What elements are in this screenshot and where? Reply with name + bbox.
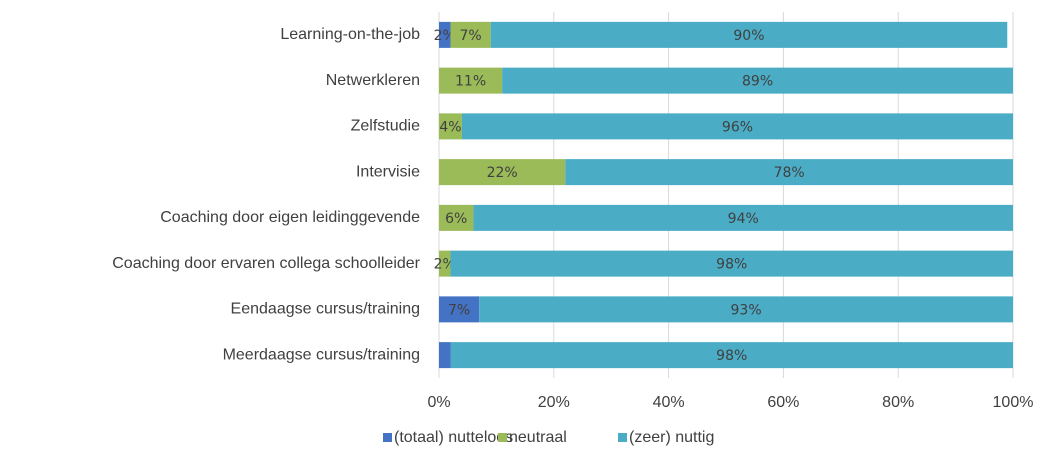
bar-segment bbox=[479, 296, 1013, 323]
x-tick-label: 40% bbox=[653, 394, 685, 411]
data-label: 2% bbox=[434, 28, 456, 44]
y-tick-label: Intervisie bbox=[356, 163, 420, 180]
data-label: 94% bbox=[728, 211, 759, 227]
bar-segment bbox=[502, 67, 1013, 94]
bar-segment bbox=[439, 113, 462, 140]
x-tick-label: 100% bbox=[993, 394, 1034, 411]
y-tick-label: Eendaagse cursus/training bbox=[231, 301, 420, 318]
bar-segment bbox=[473, 204, 1013, 231]
legend-swatch bbox=[618, 433, 627, 442]
legend-label: (zeer) nuttig bbox=[629, 429, 714, 446]
legend-label: (totaal) nutteloos bbox=[394, 429, 513, 446]
y-tick-label: Coaching door eigen leidinggevende bbox=[160, 209, 420, 226]
data-label: 4% bbox=[439, 119, 461, 135]
data-label: 22% bbox=[487, 165, 518, 181]
data-label: 93% bbox=[731, 302, 762, 318]
data-label: 6% bbox=[445, 211, 467, 227]
bar-segment bbox=[439, 250, 451, 277]
y-tick-label: Meerdaagse cursus/training bbox=[223, 346, 420, 363]
data-label: 96% bbox=[722, 119, 753, 135]
legend-swatch bbox=[383, 433, 392, 442]
x-tick-label: 20% bbox=[538, 394, 570, 411]
bar-segment bbox=[439, 296, 480, 323]
bar-segment bbox=[565, 159, 1013, 186]
legend-label: neutraal bbox=[509, 429, 567, 446]
data-label: 11% bbox=[455, 74, 486, 90]
data-label: 7% bbox=[448, 302, 470, 318]
data-label: 78% bbox=[774, 165, 805, 181]
bar-segment bbox=[439, 67, 503, 94]
bar-segment bbox=[450, 21, 491, 48]
data-label: 7% bbox=[459, 28, 481, 44]
data-label: 89% bbox=[742, 74, 773, 90]
y-tick-label: Zelfstudie bbox=[351, 118, 420, 135]
x-tick-label: 0% bbox=[427, 394, 450, 411]
x-tick-label: 80% bbox=[882, 394, 914, 411]
bar-segment bbox=[461, 113, 1014, 140]
data-label: 98% bbox=[716, 348, 747, 364]
x-tick-label: 60% bbox=[767, 394, 799, 411]
bar-segment bbox=[439, 21, 451, 48]
y-tick-label: Learning-on-the-job bbox=[280, 26, 420, 43]
data-label: 2% bbox=[434, 257, 456, 273]
bar-segment bbox=[439, 342, 451, 369]
y-tick-label: Netwerkleren bbox=[326, 72, 420, 89]
data-label: 98% bbox=[716, 257, 747, 273]
bar-segment bbox=[450, 342, 1014, 369]
data-label: 90% bbox=[733, 28, 764, 44]
legend-swatch bbox=[498, 433, 507, 442]
bar-segment bbox=[490, 21, 1008, 48]
bar-segment bbox=[439, 159, 566, 186]
y-tick-label: Coaching door ervaren collega schoolleid… bbox=[112, 255, 420, 272]
bar-segment bbox=[439, 204, 474, 231]
bar-segment bbox=[450, 250, 1014, 277]
